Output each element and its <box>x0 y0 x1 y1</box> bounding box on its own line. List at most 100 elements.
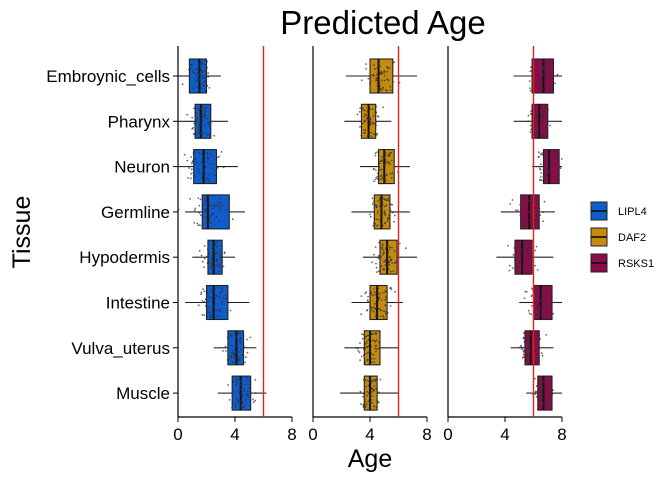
data-point <box>382 173 385 176</box>
data-point <box>369 397 371 399</box>
data-point <box>203 84 206 87</box>
data-point <box>546 154 548 157</box>
data-point <box>213 252 216 255</box>
data-point <box>213 203 216 206</box>
data-point <box>520 224 523 227</box>
data-point <box>200 60 203 63</box>
data-point <box>538 400 540 403</box>
data-point <box>370 340 372 342</box>
data-point <box>556 73 559 76</box>
data-point <box>547 161 550 163</box>
box-daf2-hypodermis <box>362 239 418 275</box>
data-point <box>378 73 381 76</box>
data-point <box>367 351 369 354</box>
data-point <box>540 352 543 354</box>
data-point <box>551 176 554 179</box>
data-point <box>232 357 235 360</box>
data-point <box>539 313 542 316</box>
data-point <box>222 166 225 169</box>
data-point <box>375 176 378 179</box>
data-point <box>548 392 550 395</box>
data-point <box>209 313 212 316</box>
data-point <box>366 358 369 361</box>
data-point <box>222 265 225 268</box>
data-point <box>366 359 369 362</box>
data-point <box>389 163 391 166</box>
data-point <box>392 270 395 272</box>
data-point <box>191 69 194 72</box>
data-point <box>365 385 367 388</box>
data-point <box>213 174 216 176</box>
data-point <box>375 105 377 108</box>
data-point <box>369 76 372 78</box>
y-tick-label: Hypodermis <box>79 248 170 267</box>
data-point <box>216 246 218 248</box>
data-point <box>202 158 205 161</box>
data-point <box>369 304 371 307</box>
data-point <box>368 342 371 345</box>
data-point <box>210 213 213 216</box>
data-point <box>198 113 201 116</box>
data-point <box>205 216 208 218</box>
data-point <box>547 108 549 111</box>
data-point <box>206 161 209 163</box>
data-point <box>535 130 538 132</box>
data-point <box>373 180 375 183</box>
data-point <box>522 332 525 334</box>
data-point <box>198 151 200 154</box>
data-point <box>201 176 203 179</box>
data-point <box>523 254 525 256</box>
data-point <box>377 254 380 257</box>
data-point <box>360 79 363 82</box>
data-point <box>215 252 218 255</box>
data-point <box>365 406 367 408</box>
data-point <box>203 124 206 127</box>
data-point <box>384 291 386 293</box>
data-point <box>208 125 211 128</box>
data-point <box>203 245 206 247</box>
data-point <box>386 244 389 247</box>
data-point <box>381 203 384 206</box>
data-point <box>537 212 539 214</box>
data-point <box>207 72 210 74</box>
data-point <box>384 248 387 250</box>
data-point <box>375 73 378 76</box>
data-point <box>221 204 223 207</box>
data-point <box>537 156 540 159</box>
data-point <box>254 392 257 394</box>
data-point <box>208 218 211 221</box>
data-point <box>205 179 208 182</box>
data-point <box>221 300 224 303</box>
data-point <box>544 152 547 155</box>
data-point <box>239 393 242 396</box>
data-point <box>374 379 377 381</box>
data-point <box>375 218 378 221</box>
data-point <box>388 67 391 69</box>
data-point <box>186 159 189 162</box>
data-point <box>222 350 224 352</box>
data-point <box>203 108 206 110</box>
data-point <box>370 307 373 309</box>
data-point <box>514 264 517 267</box>
data-point <box>521 348 523 351</box>
data-point <box>385 159 387 161</box>
data-point <box>190 162 193 165</box>
data-point <box>202 132 205 134</box>
data-point <box>521 270 523 272</box>
data-point <box>548 168 551 170</box>
data-point <box>386 67 389 70</box>
y-axis-label: Tissue <box>8 196 36 269</box>
data-point <box>239 338 242 341</box>
data-point <box>364 109 366 112</box>
data-point <box>199 119 202 122</box>
data-point <box>360 355 363 358</box>
data-point <box>379 308 382 311</box>
data-point <box>387 79 390 82</box>
data-point <box>205 106 208 109</box>
data-point <box>546 124 548 127</box>
data-point <box>218 308 221 311</box>
data-point <box>541 152 544 155</box>
data-point <box>378 165 381 168</box>
data-point <box>364 292 367 295</box>
data-point <box>384 259 387 262</box>
